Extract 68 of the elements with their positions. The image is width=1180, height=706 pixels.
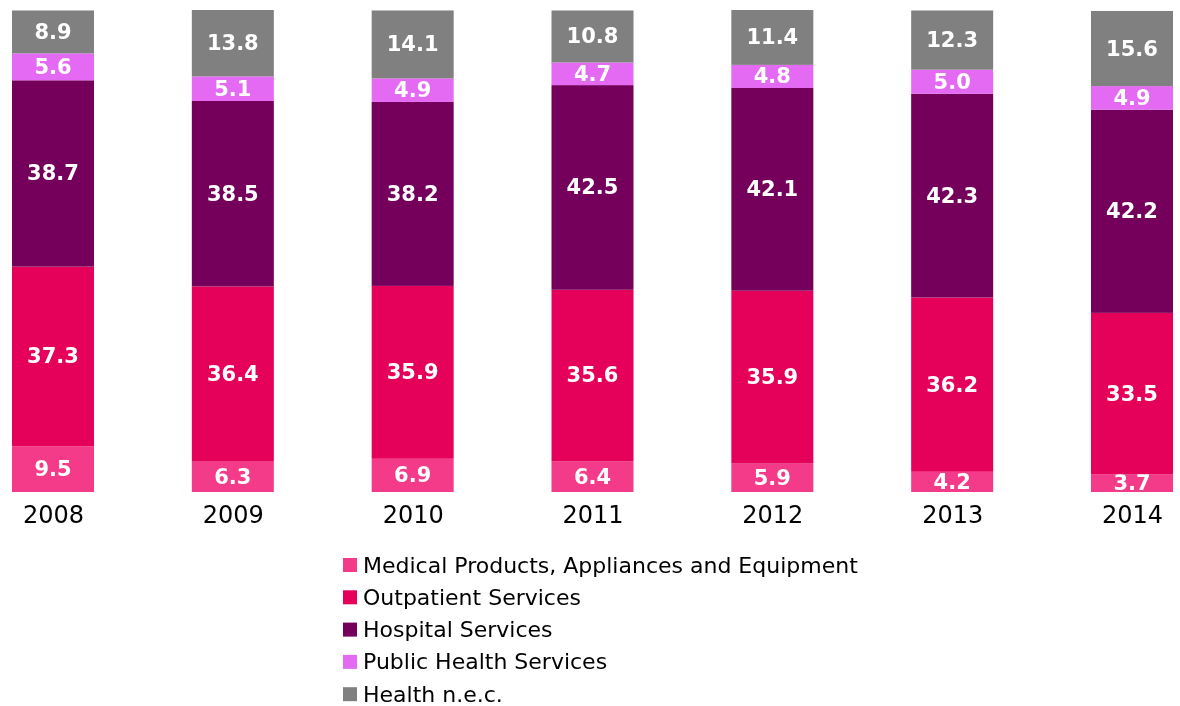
data-label: 35.9: [386, 360, 439, 385]
bar: [12, 80, 94, 267]
data-label: 38.2: [386, 181, 439, 206]
bar: [12, 266, 94, 447]
legend-label: Public Health Services: [363, 649, 608, 675]
bar: [1091, 109, 1173, 313]
data-label: 15.6: [1106, 36, 1158, 61]
bar: [191, 286, 274, 462]
data-label: 9.5: [34, 457, 72, 482]
bar: [191, 10, 274, 77]
data-label: 42.1: [746, 177, 799, 202]
data-label: 14.1: [386, 32, 439, 57]
x-tick-label: 2013: [922, 501, 984, 530]
bar: [911, 297, 994, 472]
bar: [371, 101, 454, 286]
bar: [731, 88, 814, 291]
bar: [1091, 312, 1173, 475]
bar: [911, 93, 994, 298]
bar: [12, 10, 94, 54]
legend-label: Outpatient Services: [363, 584, 581, 610]
legend-label: Medical Products, Appliances and Equipment: [363, 552, 859, 578]
bar: [371, 285, 454, 459]
data-label: 5.1: [214, 76, 252, 101]
bar: [731, 10, 814, 65]
data-label: 8.9: [34, 19, 72, 44]
data-label: 36.4: [206, 362, 259, 387]
data-label: 36.2: [926, 372, 979, 397]
bar: [551, 289, 634, 462]
data-label: 33.5: [1106, 381, 1158, 406]
data-label: 4.9: [1113, 85, 1151, 110]
data-label: 42.3: [926, 183, 979, 208]
bar: [1091, 10, 1173, 87]
data-label: 6.3: [214, 464, 252, 489]
x-tick-label: 2011: [562, 501, 624, 530]
x-tick-label: 2010: [382, 501, 444, 530]
data-label: 4.9: [394, 78, 432, 103]
data-label: 4.8: [753, 64, 791, 89]
data-label: 10.8: [566, 24, 619, 49]
x-tick-label: 2012: [742, 501, 804, 530]
data-label: 38.5: [206, 181, 259, 206]
data-label: 12.3: [926, 28, 979, 53]
data-label: 6.4: [573, 464, 612, 489]
x-tick-label: 2009: [202, 501, 264, 530]
data-label: 42.2: [1106, 199, 1158, 224]
x-tick-label: 2008: [22, 501, 85, 530]
legend-label: Health n.e.c.: [363, 681, 503, 706]
data-label: 4.2: [933, 469, 971, 494]
data-label: 11.4: [746, 25, 799, 50]
data-label: 4.7: [573, 61, 612, 86]
data-label: 5.6: [34, 54, 72, 79]
data-label: 38.7: [27, 161, 79, 186]
data-label: 13.8: [206, 31, 259, 56]
bar: [731, 290, 814, 464]
data-label: 5.9: [753, 465, 791, 490]
data-label: 42.5: [566, 175, 619, 200]
bar: [371, 10, 454, 79]
x-tick-label: 2014: [1101, 501, 1164, 530]
bar: [12, 446, 94, 492]
data-label: 35.6: [566, 363, 619, 388]
bar: [551, 85, 634, 290]
data-label: 5.0: [933, 69, 971, 94]
data-label: 3.7: [1113, 471, 1151, 496]
bar: [911, 10, 994, 70]
data-label: 6.9: [394, 463, 432, 488]
bar: [191, 101, 274, 287]
legend-label: Hospital Services: [363, 617, 553, 643]
data-label: 37.3: [27, 344, 79, 369]
data-label: 35.9: [746, 365, 799, 390]
